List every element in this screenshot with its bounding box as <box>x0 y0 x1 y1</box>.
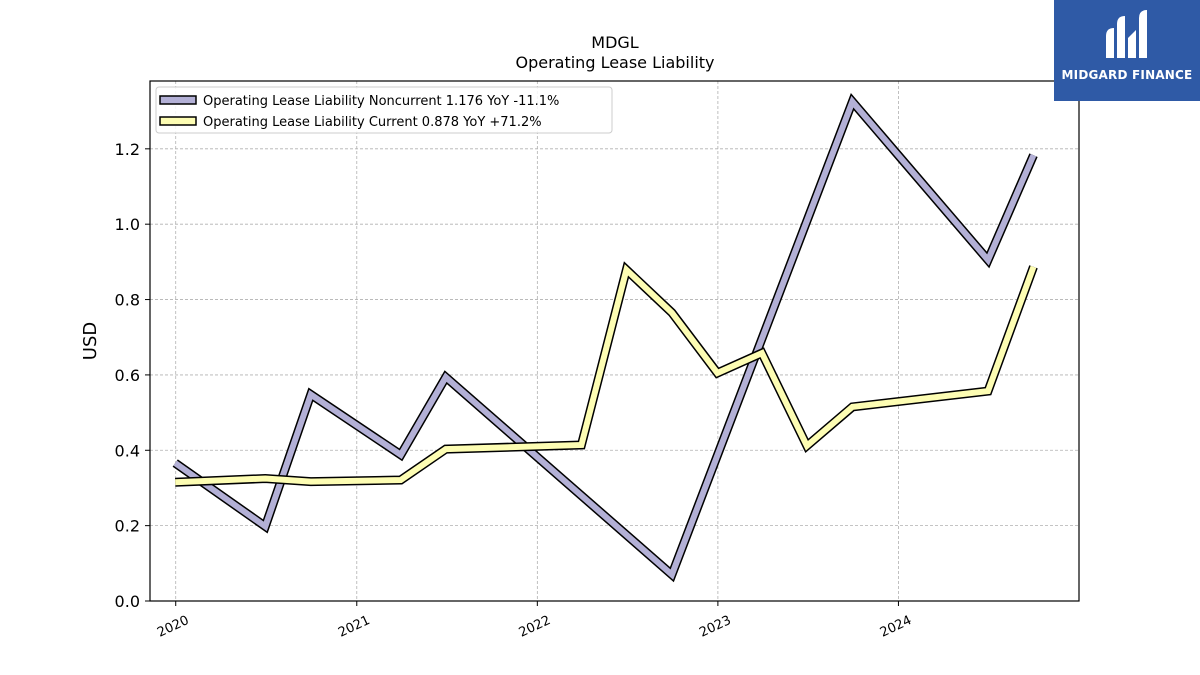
x-tick-label: 2020 <box>155 613 191 641</box>
axes: 0.0 0.2 0.4 0.6 0.8 1.0 1.2 2020 2021 2022 2023 202… <box>115 140 915 641</box>
x-tick-label: 2023 <box>697 613 733 641</box>
legend-label-1: Operating Lease Liability Noncurrent 1.1… <box>203 94 559 109</box>
y-tick-label: 0.8 <box>115 291 140 310</box>
logo-text: MIDGARD FINANCE <box>1061 68 1193 82</box>
legend-swatch-1 <box>159 95 197 105</box>
x-tick-label: 2024 <box>878 613 914 641</box>
series-outline-2 <box>175 261 1038 487</box>
legend: Operating Lease Liability Noncurrent 1.1… <box>155 86 613 134</box>
series-line-2 <box>175 264 1037 486</box>
chart-title: MDGL <box>591 33 639 52</box>
brand-logo: MIDGARD FINANCE <box>1054 0 1200 101</box>
legend-box <box>155 86 613 134</box>
y-axis-label: USD <box>80 322 101 360</box>
y-tick-label: 1.2 <box>115 140 140 159</box>
y-tick-label: 1.0 <box>115 215 140 234</box>
y-tick-label: 0.4 <box>115 441 140 460</box>
legend-label-2: Operating Lease Liability Current 0.878 … <box>203 115 542 130</box>
logo-mark-icon <box>1106 10 1147 58</box>
x-tick-label: 2022 <box>517 613 553 641</box>
y-tick-label: 0.6 <box>115 366 140 385</box>
x-tick-label: 2021 <box>336 613 372 641</box>
y-tick-label: 0.2 <box>115 517 140 536</box>
legend-swatch-2 <box>159 116 197 126</box>
y-tick-label: 0.0 <box>115 592 140 611</box>
chart-subtitle: Operating Lease Liability <box>515 53 714 72</box>
plot-frame <box>149 80 1080 602</box>
series-lines <box>172 93 1038 583</box>
grid <box>150 81 1079 602</box>
